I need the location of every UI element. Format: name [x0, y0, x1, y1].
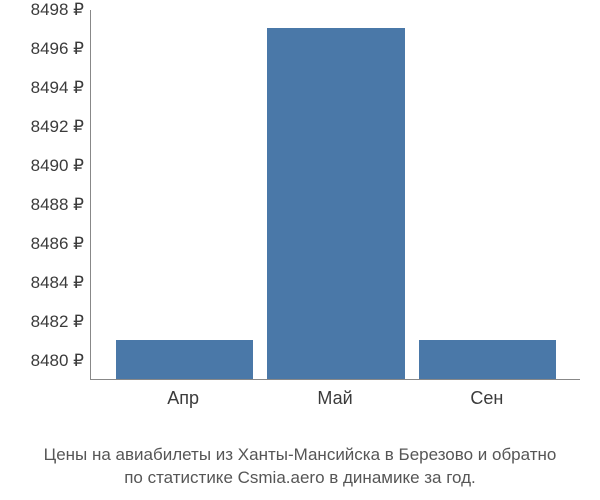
y-tick: 8496 ₽ — [31, 39, 84, 59]
y-tick: 8488 ₽ — [31, 195, 84, 215]
caption-line-1: Цены на авиабилеты из Ханты-Мансийска в … — [44, 445, 557, 464]
y-tick: 8480 ₽ — [31, 351, 84, 371]
caption-line-2: по статистике Csmia.aero в динамике за г… — [124, 468, 476, 487]
x-label: Апр — [167, 388, 199, 409]
x-label: Сен — [470, 388, 503, 409]
bar — [419, 340, 556, 379]
y-tick: 8498 ₽ — [31, 0, 84, 20]
plot-area — [90, 10, 580, 380]
bar — [116, 340, 253, 379]
x-label: Май — [317, 388, 352, 409]
y-tick: 8484 ₽ — [31, 273, 84, 293]
x-axis-labels: Апр Май Сен — [90, 388, 580, 418]
price-chart: 8480 ₽ 8482 ₽ 8484 ₽ 8486 ₽ 8488 ₽ 8490 ₽ 8492… — [0, 10, 600, 430]
y-tick: 8490 ₽ — [31, 156, 84, 176]
y-tick: 8494 ₽ — [31, 78, 84, 98]
chart-caption: Цены на авиабилеты из Ханты-Мансийска в … — [0, 444, 600, 490]
y-tick: 8492 ₽ — [31, 117, 84, 137]
bar — [267, 28, 404, 379]
y-axis: 8480 ₽ 8482 ₽ 8484 ₽ 8486 ₽ 8488 ₽ 8490 ₽ 8492… — [0, 10, 90, 380]
y-tick: 8486 ₽ — [31, 234, 84, 254]
y-tick: 8482 ₽ — [31, 312, 84, 332]
